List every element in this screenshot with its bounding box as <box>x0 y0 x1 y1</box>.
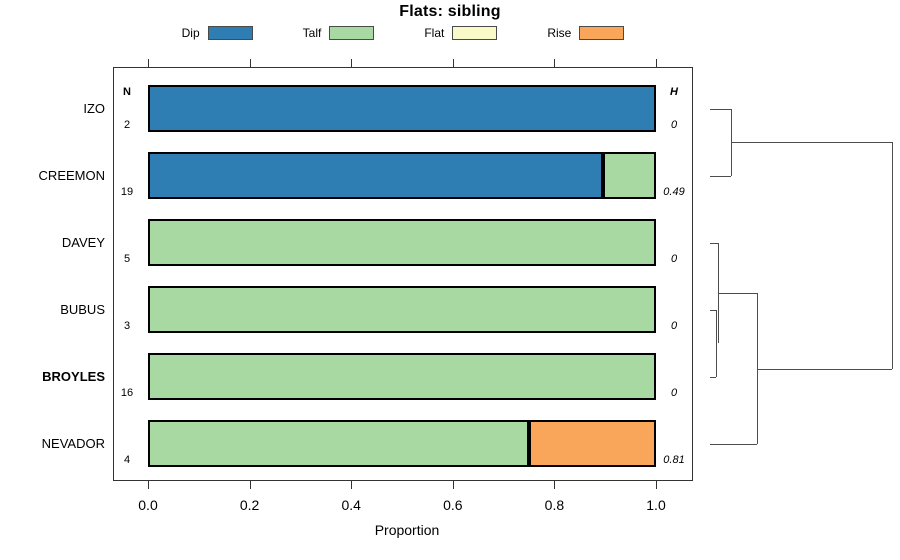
dendrogram-hline <box>710 309 716 311</box>
n-column-header: N <box>123 85 131 98</box>
x-axis-tick-label: 0.8 <box>544 497 565 513</box>
dendrogram-hline <box>710 108 731 110</box>
h-value: 0 <box>670 118 678 131</box>
bar-segment-talf <box>148 286 656 333</box>
x-axis-tick-bottom <box>452 481 454 489</box>
legend-item-dip: Dip <box>182 26 253 40</box>
x-axis-tick-top <box>656 59 657 67</box>
bar-segment-dip <box>148 85 656 132</box>
legend-item-flat: Flat <box>424 26 498 40</box>
legend: Dip Talf Flat Rise <box>113 25 693 41</box>
h-value: 0 <box>670 252 678 265</box>
x-axis-tick-top <box>452 59 454 67</box>
dendrogram-hline <box>710 175 731 177</box>
n-value: 19 <box>120 185 134 198</box>
x-axis-tick-bottom <box>249 481 251 489</box>
bar-segment-talf <box>148 420 529 467</box>
x-axis-tick-label: 1.0 <box>646 497 666 513</box>
x-axis-tick-label: 0.6 <box>443 497 463 513</box>
chart-title: Flats: sibling <box>399 3 501 20</box>
bar-segment-dip <box>148 152 603 199</box>
x-axis-tick-label: 0.0 <box>138 497 158 513</box>
n-value: 2 <box>123 118 131 131</box>
h-value: 0 <box>670 386 678 399</box>
row-label: CREEMON <box>38 168 105 183</box>
row-label: BROYLES <box>42 369 105 384</box>
n-value: 4 <box>123 453 131 466</box>
x-axis-title: Proportion <box>374 522 440 538</box>
bar-segment-rise <box>529 420 656 467</box>
n-value: 5 <box>123 252 131 265</box>
h-value: 0 <box>670 319 678 332</box>
dendrogram-hline <box>757 368 892 370</box>
plot-area-border <box>113 67 693 481</box>
x-axis-tick-bottom <box>656 481 657 489</box>
x-axis-tick-label: 0.4 <box>341 497 361 513</box>
row-label: BUBUS <box>60 302 105 317</box>
legend-item-talf: Talf <box>303 26 375 40</box>
dendrogram-hline <box>718 293 757 294</box>
dendrogram-hline <box>710 242 718 244</box>
legend-swatch-icon <box>329 26 375 40</box>
bar-segment-talf <box>148 219 656 266</box>
x-axis-tick-bottom <box>351 481 353 489</box>
n-value: 16 <box>120 386 134 399</box>
legend-item-rise: Rise <box>547 26 625 40</box>
dendrogram-hline <box>710 443 757 445</box>
legend-swatch-icon <box>579 26 625 40</box>
legend-label: Talf <box>302 26 322 40</box>
legend-swatch-icon <box>207 26 253 40</box>
n-value: 3 <box>123 319 131 332</box>
x-axis-tick-top <box>351 59 353 67</box>
h-value: 0.81 <box>663 453 685 466</box>
legend-label: Flat <box>424 26 445 40</box>
x-axis-tick-top <box>148 59 149 67</box>
dendrogram-hline <box>710 376 716 378</box>
legend-label: Dip <box>181 26 200 40</box>
dendrogram-vline <box>716 309 717 377</box>
bar-segment-talf <box>148 353 656 400</box>
legend-label: Rise <box>547 26 572 40</box>
legend-swatch-icon <box>452 26 498 40</box>
x-axis-tick-top <box>249 59 251 67</box>
x-axis-tick-label: 0.2 <box>239 497 260 513</box>
x-axis-tick-bottom <box>148 481 149 489</box>
dendrogram-vline <box>757 293 758 444</box>
dendrogram-vline <box>718 242 719 343</box>
dendrogram-hline <box>731 142 892 143</box>
x-axis-tick-bottom <box>554 481 556 489</box>
dendrogram-vline <box>892 142 893 369</box>
row-label: IZO <box>83 101 105 116</box>
bar-segment-talf <box>602 152 656 199</box>
x-axis-tick-top <box>554 59 556 67</box>
row-label: DAVEY <box>61 235 105 250</box>
row-label: NEVADOR <box>41 436 105 451</box>
h-value: 0.49 <box>663 185 685 198</box>
h-column-header: H <box>670 85 678 98</box>
